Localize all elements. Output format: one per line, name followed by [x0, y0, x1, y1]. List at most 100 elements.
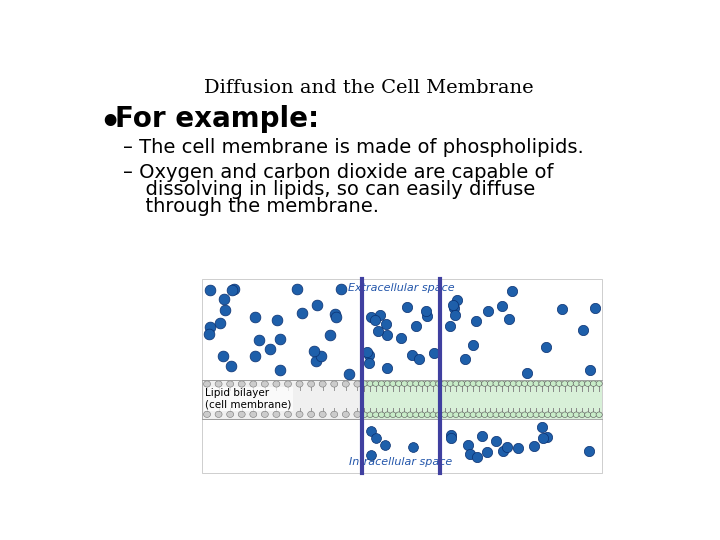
- Text: dissolving in lipids, so can easily diffuse: dissolving in lipids, so can easily diff…: [132, 180, 535, 199]
- Ellipse shape: [562, 412, 568, 417]
- Ellipse shape: [499, 412, 505, 417]
- Ellipse shape: [573, 412, 580, 417]
- Point: [366, 427, 377, 435]
- Ellipse shape: [516, 412, 522, 417]
- Ellipse shape: [361, 412, 367, 417]
- Point: [476, 431, 487, 440]
- Ellipse shape: [227, 381, 234, 387]
- Point: [226, 286, 238, 294]
- Ellipse shape: [407, 412, 413, 417]
- Ellipse shape: [390, 412, 396, 417]
- Ellipse shape: [579, 412, 585, 417]
- Point: [382, 331, 393, 340]
- Ellipse shape: [487, 412, 493, 417]
- Ellipse shape: [413, 412, 419, 417]
- Ellipse shape: [390, 381, 396, 387]
- Ellipse shape: [453, 412, 459, 417]
- Point: [459, 355, 470, 363]
- Point: [589, 303, 600, 312]
- Ellipse shape: [544, 412, 551, 417]
- Point: [218, 295, 230, 303]
- Ellipse shape: [499, 381, 505, 387]
- Point: [330, 313, 342, 321]
- Ellipse shape: [373, 412, 379, 417]
- Ellipse shape: [238, 381, 246, 387]
- Point: [382, 363, 393, 372]
- Ellipse shape: [354, 381, 361, 387]
- Ellipse shape: [596, 381, 602, 387]
- Ellipse shape: [476, 412, 482, 417]
- Text: Diffusion and the Cell Membrane: Diffusion and the Cell Membrane: [204, 79, 534, 97]
- Ellipse shape: [470, 381, 476, 387]
- Ellipse shape: [539, 381, 545, 387]
- Point: [464, 449, 476, 458]
- Point: [311, 301, 323, 310]
- Point: [528, 442, 540, 450]
- Ellipse shape: [430, 412, 436, 417]
- Point: [395, 333, 406, 342]
- Ellipse shape: [379, 381, 384, 387]
- Ellipse shape: [464, 412, 471, 417]
- Point: [324, 330, 336, 339]
- Ellipse shape: [436, 412, 442, 417]
- Point: [428, 348, 440, 357]
- Point: [343, 369, 354, 378]
- Ellipse shape: [459, 412, 465, 417]
- Point: [498, 447, 509, 455]
- Ellipse shape: [441, 381, 448, 387]
- Ellipse shape: [510, 412, 516, 417]
- Ellipse shape: [395, 381, 402, 387]
- Point: [249, 352, 261, 360]
- Ellipse shape: [307, 411, 315, 417]
- Ellipse shape: [550, 412, 557, 417]
- Ellipse shape: [482, 412, 487, 417]
- Point: [274, 334, 286, 343]
- Point: [365, 450, 377, 459]
- Point: [472, 453, 483, 461]
- Ellipse shape: [590, 412, 597, 417]
- Point: [370, 434, 382, 443]
- Ellipse shape: [579, 381, 585, 387]
- Point: [310, 357, 322, 366]
- Point: [315, 352, 327, 361]
- Point: [217, 352, 229, 361]
- Ellipse shape: [539, 412, 545, 417]
- Point: [297, 308, 308, 317]
- Ellipse shape: [284, 381, 292, 387]
- Text: Extracellular space: Extracellular space: [348, 283, 454, 293]
- Point: [225, 362, 237, 371]
- Point: [407, 442, 418, 451]
- Ellipse shape: [227, 411, 234, 417]
- Ellipse shape: [418, 381, 425, 387]
- Ellipse shape: [261, 381, 269, 387]
- Ellipse shape: [354, 411, 361, 417]
- Text: •: •: [99, 107, 120, 140]
- Point: [421, 312, 433, 320]
- Point: [585, 366, 596, 374]
- Ellipse shape: [367, 412, 373, 417]
- Point: [369, 315, 381, 324]
- Point: [448, 301, 459, 309]
- Ellipse shape: [562, 381, 568, 387]
- Point: [401, 302, 413, 311]
- Ellipse shape: [556, 381, 562, 387]
- Ellipse shape: [447, 412, 454, 417]
- Point: [482, 448, 493, 457]
- Ellipse shape: [493, 412, 499, 417]
- Text: through the membrane.: through the membrane.: [132, 197, 379, 216]
- Ellipse shape: [521, 381, 528, 387]
- Ellipse shape: [567, 412, 574, 417]
- Ellipse shape: [395, 412, 402, 417]
- Ellipse shape: [476, 381, 482, 387]
- Ellipse shape: [379, 412, 384, 417]
- Point: [468, 341, 480, 350]
- Ellipse shape: [585, 381, 591, 387]
- Point: [540, 342, 552, 351]
- Point: [420, 306, 432, 315]
- Ellipse shape: [384, 412, 390, 417]
- Bar: [362, 380, 601, 419]
- Ellipse shape: [307, 381, 315, 387]
- Ellipse shape: [330, 411, 338, 417]
- Point: [556, 305, 567, 314]
- Point: [203, 330, 215, 339]
